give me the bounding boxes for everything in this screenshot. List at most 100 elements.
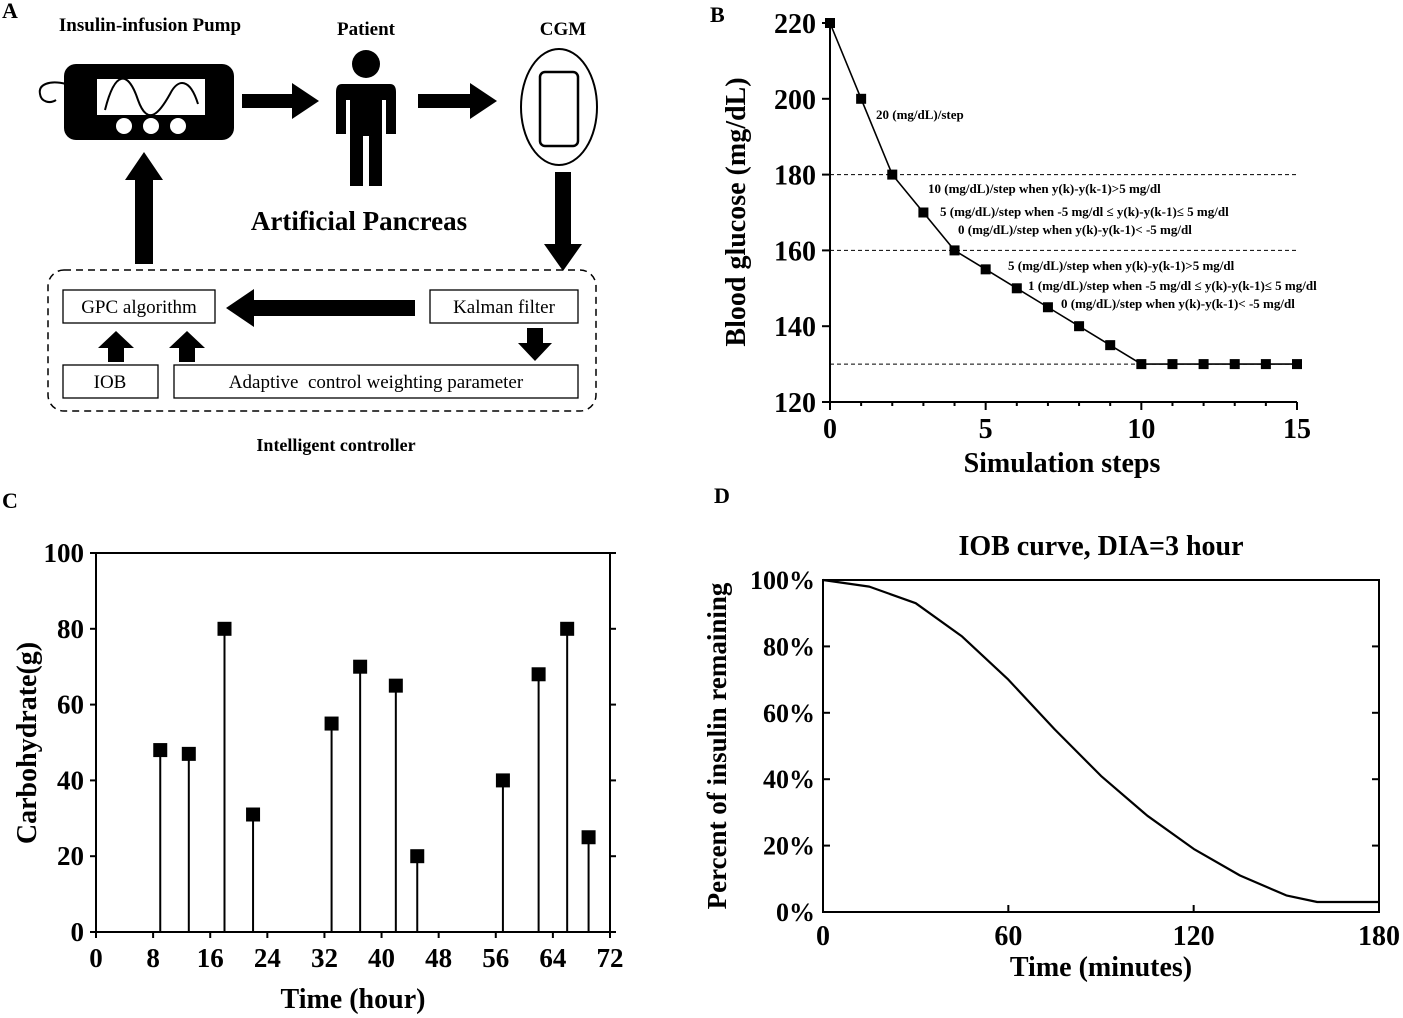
x-tick-label: 16: [197, 943, 224, 973]
x-tick-label: 32: [311, 943, 338, 973]
step-annotation: 5 (mg/dL)/step when -5 mg/dl ≤ y(k)-y(k-…: [940, 204, 1229, 219]
carb-marker: [388, 678, 403, 693]
carb-marker: [153, 743, 168, 758]
x-tick-label: 40: [368, 943, 395, 973]
plot-frame: [822, 579, 1380, 913]
iob-box: [62, 364, 159, 399]
cgm-label: CGM: [540, 19, 587, 40]
pump-to-patient-arrow: [242, 83, 319, 119]
panel-a-label: A: [2, 0, 18, 23]
panel-d: D 0% 20% 40% 60% 80% 100% 0 60 120 180 IOB curve, …: [702, 483, 1400, 983]
kalman-filter-box: [429, 289, 579, 324]
glucose-series-line: [829, 22, 1297, 365]
iob-chart: 0% 20% 40% 60% 80% 100% 0 60 120 180 IOB curve, DI…: [702, 531, 1400, 983]
patient-label: Patient: [337, 19, 396, 40]
controller-to-pump-arrow: [125, 152, 163, 264]
x-tick-label: 5: [979, 414, 993, 445]
glucose-point: [1198, 359, 1209, 370]
y-tick-label: 60: [57, 690, 84, 720]
iob-curve: [822, 578, 1379, 904]
adaptive-parameter-box: [173, 364, 579, 399]
panel-d-label: D: [714, 483, 730, 508]
intelligent-controller-label: Intelligent controller: [256, 435, 415, 455]
iob-label: IOB: [94, 372, 127, 393]
panel-b: B 120 140 160 180 200 220 0 5 10 15 20 (mg/dL)/ste…: [710, 2, 1317, 479]
step-annotation: 1 (mg/dL)/step when -5 mg/dl ≤ y(k)-y(k-…: [1028, 278, 1317, 293]
y-axis-title: Carbohydrate(g): [12, 642, 43, 844]
glucose-point: [1229, 359, 1240, 370]
adaptive-parameter-label: Adaptive control weighting parameter: [229, 372, 524, 393]
patient-icon: [336, 50, 396, 186]
x-tick-label: 10: [1127, 414, 1155, 445]
x-tick-label: 56: [482, 943, 509, 973]
carb-marker: [495, 773, 510, 788]
panel-c-label: C: [2, 488, 18, 513]
y-axis-title: Blood glucose (mg/dL): [721, 77, 752, 346]
glucose-chart: 120 140 160 180 200 220 0 5 10 15 20 (mg/dL)/step 1…: [721, 9, 1317, 479]
glucose-point: [918, 207, 929, 218]
step-annotation: 10 (mg/dL)/step when y(k)-y(k-1)>5 mg/dl: [928, 181, 1161, 196]
y-tick-label: 60%: [763, 699, 815, 728]
adaptive-to-gpc-arrow: [169, 331, 205, 362]
step-annotation: 5 (mg/dL)/step when y(k)-y(k-1)>5 mg/dl: [1008, 258, 1235, 273]
kalman-to-gpc-arrow: [226, 289, 415, 327]
carb-marker: [324, 716, 339, 731]
y-tick-label: 180: [774, 161, 816, 192]
glucose-point: [1105, 340, 1116, 351]
pump-label: Insulin-infusion Pump: [59, 15, 241, 36]
y-tick-label: 140: [774, 312, 816, 343]
patient-to-cgm-arrow: [418, 83, 497, 119]
glucose-point: [1292, 359, 1302, 370]
y-tick-label: 0%: [776, 898, 815, 927]
glucose-point: [1136, 359, 1147, 370]
artificial-pancreas-title: Artificial Pancreas: [251, 206, 467, 236]
x-tick-label: 0: [816, 921, 830, 952]
x-tick-label: 64: [539, 943, 566, 973]
y-tick-label: 40: [57, 765, 84, 795]
y-tick-label: 200: [774, 85, 816, 116]
panel-a: A Insulin-infusion Pump Patient CGM: [2, 0, 598, 455]
y-tick-label: 80: [57, 614, 84, 644]
x-axis-title: Time (hour): [281, 984, 426, 1015]
panel-b-label: B: [710, 2, 725, 27]
cgm-icon: [520, 48, 598, 166]
glucose-point: [1042, 302, 1053, 313]
x-tick-label: 60: [994, 921, 1022, 952]
glucose-point: [949, 245, 960, 256]
x-tick-label: 72: [597, 943, 624, 973]
iob-to-gpc-arrow: [98, 331, 134, 362]
y-tick-label: 220: [774, 9, 816, 40]
step-annotation: 0 (mg/dL)/step when y(k)-y(k-1)< -5 mg/d…: [1061, 296, 1295, 311]
carb-marker: [581, 830, 596, 845]
glucose-point: [980, 264, 991, 275]
y-tick-label: 120: [774, 388, 816, 419]
glucose-point: [1260, 359, 1271, 370]
glucose-point: [887, 169, 898, 180]
controller-container: [47, 269, 597, 412]
x-tick-label: 48: [425, 943, 452, 973]
gpc-algorithm-box: [62, 289, 216, 324]
glucose-point: [856, 93, 867, 104]
chart-title: IOB curve, DIA=3 hour: [958, 531, 1243, 562]
carb-marker: [560, 621, 575, 636]
kalman-to-adaptive-arrow: [518, 328, 552, 361]
x-tick-label: 0: [823, 414, 837, 445]
x-tick-label: 24: [254, 943, 281, 973]
y-tick-label: 160: [774, 236, 816, 267]
kalman-filter-label: Kalman filter: [453, 297, 555, 318]
y-axis-title: Percent of insulin remaining: [702, 582, 732, 909]
y-tick-label: 0: [71, 917, 85, 947]
y-tick-label: 100: [44, 538, 85, 568]
y-tick-label: 80%: [763, 632, 815, 661]
glucose-point: [1167, 359, 1178, 370]
y-tick-label: 40%: [763, 765, 815, 794]
cgm-to-controller-arrow: [544, 172, 582, 271]
carbohydrate-chart: 0 20 40 60 80 100 0 8 16 24 32 40 48 56 64 72 Time (hour…: [12, 538, 624, 1015]
glucose-point: [1074, 321, 1085, 332]
insulin-pump-icon: [38, 64, 234, 140]
glucose-point: [825, 18, 835, 28]
x-tick-label: 180: [1358, 921, 1400, 952]
step-annotation: 20 (mg/dL)/step: [876, 107, 964, 122]
x-tick-label: 8: [146, 943, 160, 973]
